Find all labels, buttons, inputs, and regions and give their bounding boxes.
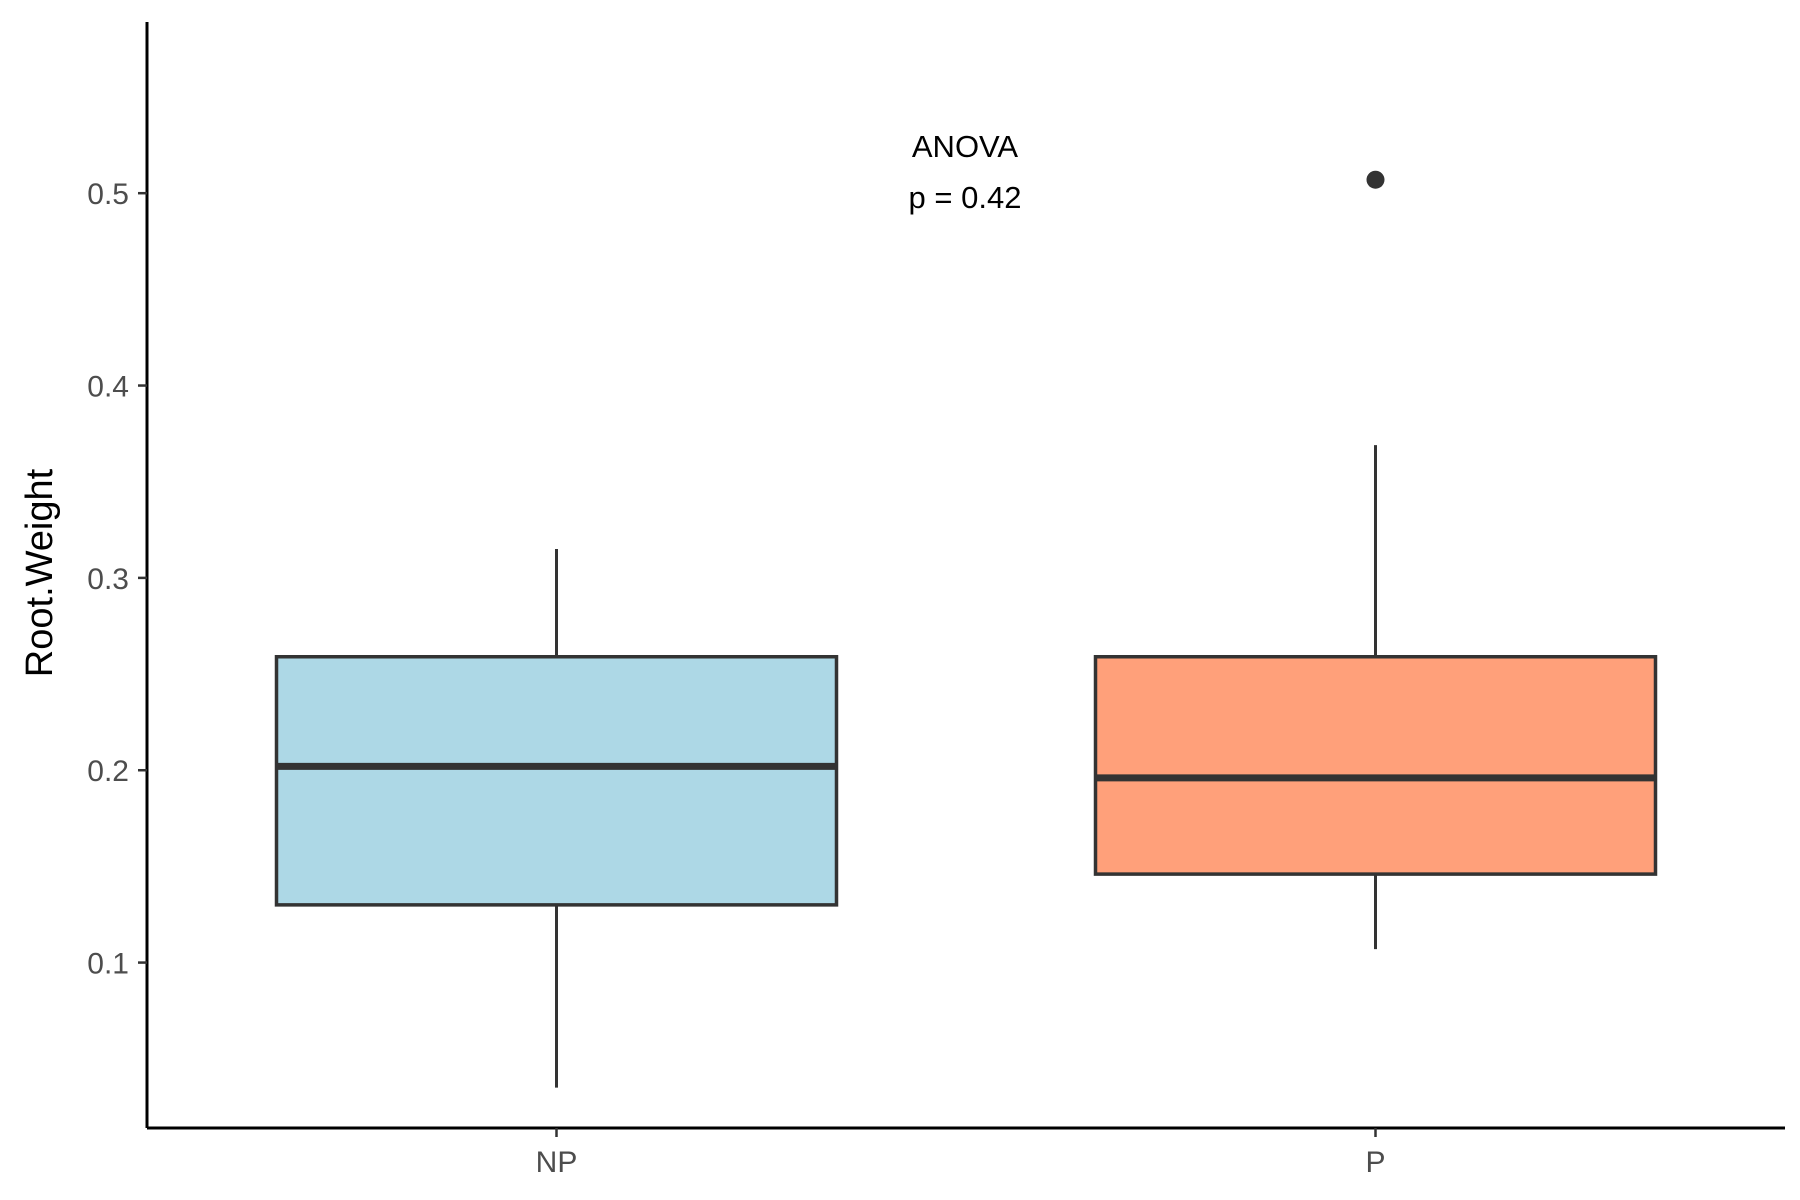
x-tick-label: P — [1365, 1146, 1385, 1179]
box-group-np — [274, 549, 839, 1088]
outlier-point — [1366, 170, 1385, 189]
y-tick-label: 0.3 — [87, 563, 129, 596]
plot-area — [274, 170, 1658, 1088]
box-p — [1093, 654, 1658, 876]
x-tick-label: NP — [536, 1146, 578, 1179]
y-tick-label: 0.2 — [87, 755, 129, 788]
box-np — [274, 654, 839, 907]
y-axis-title: Root.Weight — [19, 468, 61, 677]
p-value-label: p = 0.42 — [909, 180, 1022, 215]
box-group-p — [1093, 170, 1658, 950]
axes — [145, 22, 1785, 1130]
anova-label: ANOVA — [912, 129, 1019, 164]
y-tick-label: 0.5 — [87, 178, 129, 211]
y-tick-label: 0.1 — [87, 948, 129, 981]
y-tick-label: 0.4 — [87, 371, 129, 404]
